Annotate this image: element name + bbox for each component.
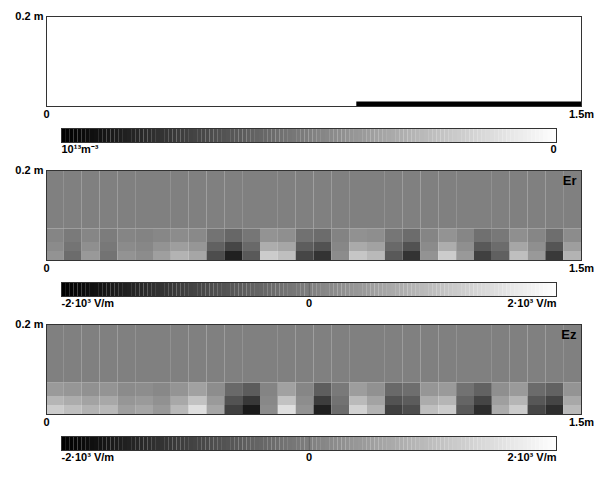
svg-text:10¹³m⁻³: 10¹³m⁻³ — [62, 143, 99, 155]
svg-text:0.2 m: 0.2 m — [15, 164, 43, 176]
svg-text:Ez: Ez — [561, 327, 577, 342]
svg-text:0: 0 — [306, 451, 312, 463]
svg-text:2·10³ V/m: 2·10³ V/m — [508, 451, 557, 463]
svg-text:2·10³ V/m: 2·10³ V/m — [508, 297, 557, 309]
svg-text:1.5m: 1.5m — [569, 108, 594, 120]
svg-text:0: 0 — [43, 416, 49, 428]
svg-text:0.2 m: 0.2 m — [15, 318, 43, 330]
svg-text:0: 0 — [306, 297, 312, 309]
svg-text:0: 0 — [43, 108, 49, 120]
svg-text:1.5m: 1.5m — [569, 416, 594, 428]
svg-text:-2·10³ V/m: -2·10³ V/m — [62, 297, 115, 309]
svg-text:0: 0 — [550, 143, 556, 155]
svg-text:0: 0 — [43, 262, 49, 274]
svg-text:Er: Er — [563, 173, 577, 188]
svg-text:1.5m: 1.5m — [569, 262, 594, 274]
svg-text:-2·10³ V/m: -2·10³ V/m — [62, 451, 115, 463]
svg-text:0.2 m: 0.2 m — [15, 10, 43, 22]
